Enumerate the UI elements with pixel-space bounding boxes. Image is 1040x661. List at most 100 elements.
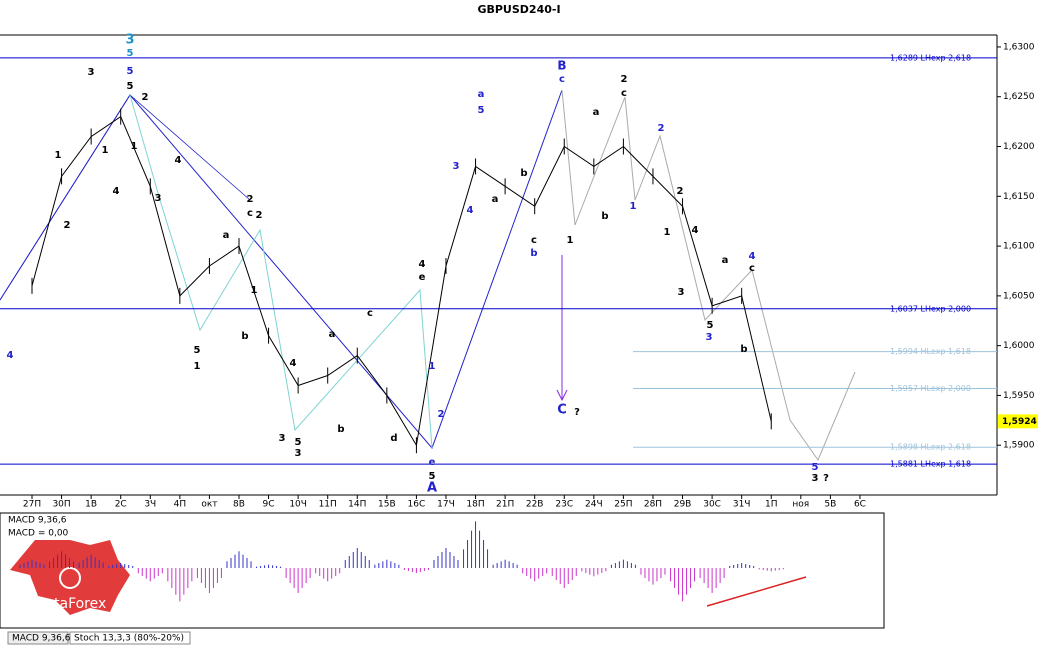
level-label: 1,5994 HLexp 1,618	[890, 347, 971, 356]
x-tick-label: 28П	[644, 500, 662, 510]
x-tick-label: ноя	[792, 500, 809, 510]
y-tick-label: 1,6150	[1003, 192, 1035, 202]
wave-label: 4	[113, 186, 120, 197]
wave-label: 2	[658, 123, 665, 134]
x-tick-label: 31Ч	[733, 500, 751, 510]
wave-label: 4	[467, 205, 474, 216]
x-tick-label: 21П	[496, 500, 514, 510]
price-tag	[998, 414, 1038, 429]
wave-label: c	[367, 308, 373, 319]
wave-label: 1	[630, 201, 637, 212]
wave-label: 4	[749, 251, 756, 262]
wave-label: 3	[812, 473, 819, 484]
y-tick-label: 1,6100	[1003, 242, 1035, 252]
x-tick-label: 5В	[824, 500, 836, 510]
tab[interactable]	[69, 631, 191, 645]
wave-label: 4	[419, 259, 426, 270]
y-tick-label: 1,5950	[1003, 391, 1035, 401]
wave-label: 4	[7, 350, 14, 361]
wave-label: 1	[567, 235, 574, 246]
y-tick-label: 1,5900	[1003, 441, 1035, 451]
wave-label: 2	[64, 220, 71, 231]
x-tick-label: 1П	[765, 500, 778, 510]
y-tick-label: 1,6300	[1003, 42, 1035, 52]
wave-label: B	[557, 59, 566, 73]
x-tick-label: 30П	[52, 500, 70, 510]
x-tick-label: 2С	[115, 500, 127, 510]
wave-label: 3	[453, 161, 460, 172]
wave-label: 3	[678, 287, 685, 298]
level-label: 1,5881 LHexp 1,618	[890, 460, 971, 469]
tab-label[interactable]: MACD 9,36,6	[12, 634, 71, 644]
arrow-head	[556, 389, 568, 402]
x-tick-label: 11П	[319, 500, 337, 510]
x-tick-label: 23С	[555, 500, 573, 510]
wave-label: 5	[429, 471, 436, 482]
price-tag-label: 1,5924	[1002, 417, 1037, 427]
wave-label: 2	[677, 186, 684, 197]
wave-label: ?	[823, 473, 829, 484]
x-tick-label: 29В	[674, 500, 692, 510]
wave-label: b	[241, 331, 248, 342]
level-label: 1,5898 HLexp 2,618	[890, 443, 971, 452]
wave-label: a	[722, 255, 729, 266]
wave-label: b	[337, 424, 344, 435]
wave-label: e	[429, 457, 436, 468]
wave-label: 5	[812, 462, 819, 473]
x-tick-label: 18П	[466, 500, 484, 510]
wave-label: 1	[194, 361, 201, 372]
wave-label: 5	[295, 437, 302, 448]
macd-readout: MACD = 0,00	[8, 529, 69, 539]
y-tick-label: 1,6000	[1003, 341, 1035, 351]
wave-label: c	[247, 208, 253, 219]
wave-label: 3	[88, 67, 95, 78]
wave-label: c	[749, 263, 755, 274]
level-label: 1,6037 LHexp 2,000	[890, 304, 971, 313]
wave-label: 5	[127, 66, 134, 77]
x-tick-label: 1В	[85, 500, 97, 510]
chart-title: GBPUSD240-I	[477, 3, 560, 16]
macd-title: MACD 9,36,6	[8, 516, 67, 526]
wave-label: a	[492, 194, 499, 205]
y-tick-label: 1,6200	[1003, 142, 1035, 152]
x-tick-label: 9С	[263, 500, 275, 510]
tab[interactable]	[7, 631, 69, 645]
x-tick-label: 6С	[854, 500, 866, 510]
wave-label: a	[223, 230, 230, 241]
x-tick-label: 25П	[614, 500, 632, 510]
price-line	[31, 115, 772, 447]
logo-badge	[10, 540, 130, 615]
wave-label: 2	[621, 74, 628, 85]
wave-label: 5	[127, 48, 134, 59]
wave-label: 2	[142, 92, 149, 103]
level-label: 1,6289 LHexp 2,618	[890, 53, 971, 62]
x-tick-label: 16С	[408, 500, 426, 510]
wave-label: 1	[131, 141, 138, 152]
wave-label: b	[740, 344, 747, 355]
wave-label: b	[601, 211, 608, 222]
wave-label: b	[520, 168, 527, 179]
wave-label: e	[419, 272, 426, 283]
wave-label: 3	[706, 332, 713, 343]
macd-panel	[0, 512, 885, 629]
wave-label: 5	[478, 105, 485, 116]
x-tick-label: 17Ч	[437, 500, 455, 510]
wave-label: 3	[295, 448, 302, 459]
wave-label: b	[530, 248, 537, 259]
wave-label: 2	[256, 210, 263, 221]
x-tick-label: окт	[201, 500, 217, 510]
wave-label: c	[531, 235, 537, 246]
wave-label: a	[478, 89, 485, 100]
wave-label: c	[559, 74, 565, 85]
x-tick-label: 15В	[378, 500, 396, 510]
x-tick-label: 8В	[233, 500, 245, 510]
wave-label: 1	[55, 150, 62, 161]
tab-label[interactable]: Stoch 13,3,3 (80%-20%)	[74, 634, 184, 644]
wave-label: ?	[574, 407, 580, 418]
x-tick-label: 30С	[703, 500, 721, 510]
x-tick-label: 3Ч	[144, 500, 156, 510]
wave-label: a	[329, 329, 336, 340]
y-tick-label: 1,6250	[1003, 92, 1035, 102]
wave-label: 1	[102, 145, 109, 156]
wave-label: 5	[707, 320, 714, 331]
